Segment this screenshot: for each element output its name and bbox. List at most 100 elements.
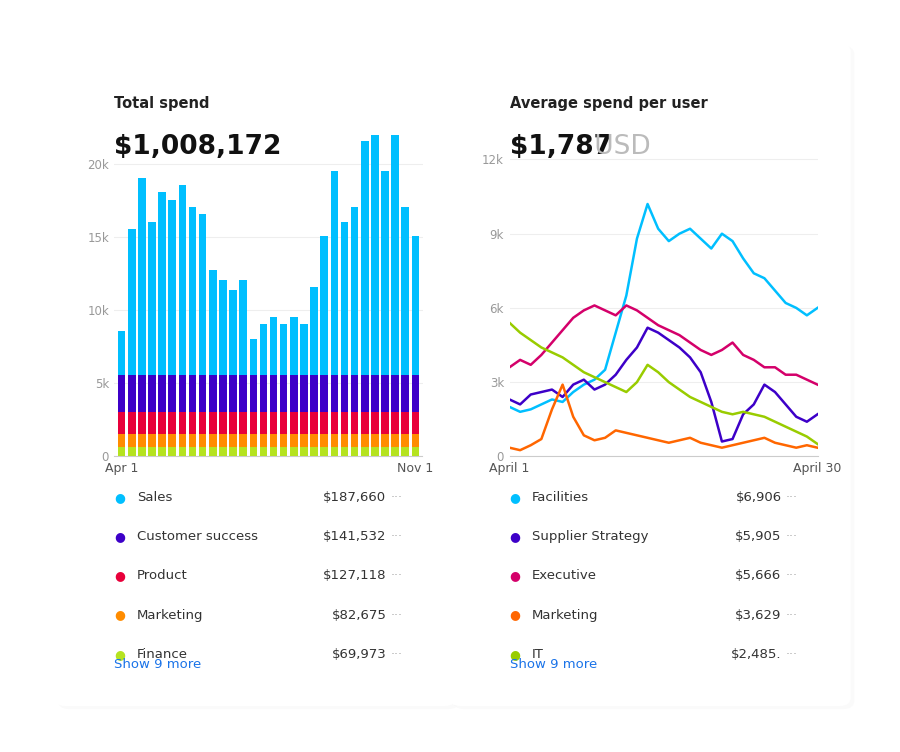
Bar (168, 375, 176, 412)
Bar (189, 375, 196, 412)
Bar (401, 207, 410, 375)
Bar (301, 375, 308, 412)
Text: ···: ··· (391, 569, 403, 583)
Bar (148, 447, 156, 456)
Bar (371, 447, 379, 456)
Bar (351, 375, 358, 412)
Text: Product: Product (137, 569, 188, 583)
Bar (310, 375, 318, 412)
Bar (290, 434, 298, 447)
Bar (209, 412, 217, 434)
Text: Total spend: Total spend (114, 96, 210, 111)
Text: ···: ··· (391, 647, 403, 661)
Bar (259, 447, 267, 456)
Text: $3,629: $3,629 (735, 608, 781, 622)
Bar (411, 412, 419, 434)
Bar (411, 447, 419, 456)
Bar (158, 412, 166, 434)
Bar (118, 332, 125, 375)
Text: $82,675: $82,675 (331, 608, 386, 622)
Bar (401, 434, 410, 447)
Bar (249, 338, 257, 375)
Bar (239, 412, 247, 434)
Bar (239, 280, 247, 375)
Bar (118, 412, 125, 434)
Text: $1,787: $1,787 (509, 134, 611, 159)
Text: USD: USD (586, 134, 651, 159)
Bar (341, 222, 348, 375)
Bar (138, 375, 146, 412)
Bar (290, 375, 298, 412)
Text: $1,008,172: $1,008,172 (114, 134, 282, 159)
Bar (401, 375, 410, 412)
Bar (199, 434, 206, 447)
Bar (168, 434, 176, 447)
Text: ●: ● (509, 647, 520, 661)
Bar (341, 447, 348, 456)
Bar (158, 434, 166, 447)
Text: Facilities: Facilities (532, 491, 590, 505)
Bar (158, 447, 166, 456)
Text: Show 9 more: Show 9 more (509, 659, 597, 672)
Text: ●: ● (509, 608, 520, 622)
Bar (290, 317, 298, 375)
Bar (138, 447, 146, 456)
Bar (199, 447, 206, 456)
Bar (249, 447, 257, 456)
Bar (199, 412, 206, 434)
Text: ●: ● (114, 491, 125, 505)
Bar (371, 68, 379, 375)
Bar (189, 412, 196, 434)
Bar (249, 434, 257, 447)
Bar (158, 193, 166, 375)
Bar (280, 375, 287, 412)
Bar (310, 447, 318, 456)
Bar (301, 324, 308, 375)
Bar (310, 434, 318, 447)
Bar (382, 375, 389, 412)
Bar (351, 207, 358, 375)
Text: ●: ● (114, 530, 125, 544)
Text: ●: ● (114, 647, 125, 661)
Bar (230, 375, 237, 412)
Bar (239, 375, 247, 412)
Bar (371, 434, 379, 447)
Bar (351, 434, 358, 447)
Bar (401, 412, 410, 434)
Bar (118, 447, 125, 456)
Bar (361, 141, 368, 375)
Text: Customer success: Customer success (137, 530, 258, 544)
Bar (270, 434, 277, 447)
Bar (392, 447, 399, 456)
Bar (351, 447, 358, 456)
Bar (320, 412, 328, 434)
Bar (138, 434, 146, 447)
Bar (230, 434, 237, 447)
Text: Show 9 more: Show 9 more (114, 659, 202, 672)
Bar (301, 434, 308, 447)
Bar (280, 324, 287, 375)
Bar (330, 171, 338, 375)
Bar (178, 412, 186, 434)
Text: Marketing: Marketing (137, 608, 203, 622)
Bar (168, 200, 176, 375)
Bar (330, 434, 338, 447)
Bar (341, 434, 348, 447)
Bar (178, 434, 186, 447)
Text: Average spend per user: Average spend per user (509, 96, 707, 111)
Bar (280, 447, 287, 456)
Text: $69,973: $69,973 (332, 647, 386, 661)
Bar (219, 375, 227, 412)
Text: ···: ··· (786, 569, 798, 583)
Text: $5,905: $5,905 (735, 530, 781, 544)
Text: ●: ● (509, 491, 520, 505)
Bar (189, 207, 196, 375)
Bar (361, 447, 368, 456)
Bar (382, 447, 389, 456)
Bar (411, 236, 419, 375)
Bar (351, 412, 358, 434)
Bar (148, 375, 156, 412)
Bar (392, 98, 399, 375)
Bar (209, 270, 217, 375)
Text: ●: ● (509, 569, 520, 583)
